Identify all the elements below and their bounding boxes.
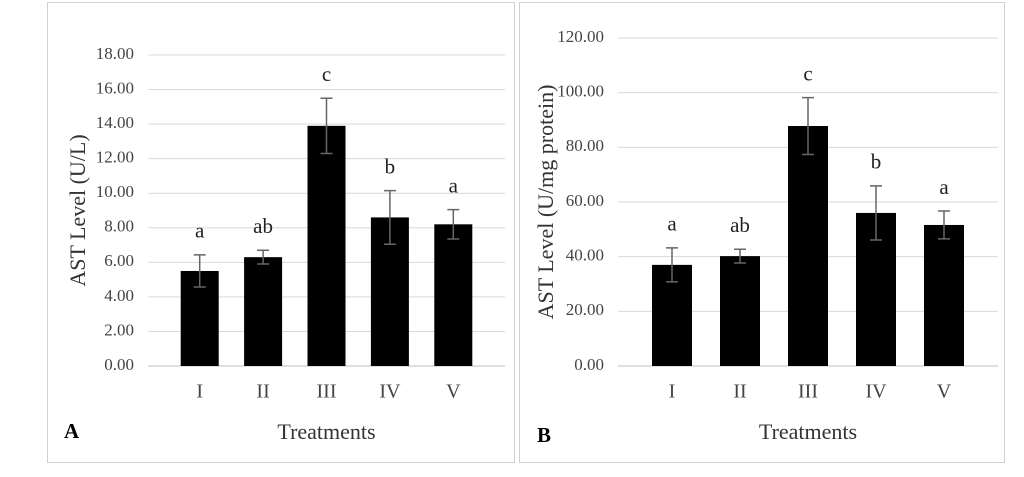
y-tick-label: 14.00 (96, 113, 134, 132)
y-tick-label: 0.00 (574, 355, 604, 374)
y-tick-label: 60.00 (566, 191, 604, 210)
significance-letter: ab (730, 213, 750, 237)
significance-letter: c (322, 62, 331, 86)
bar (788, 126, 828, 366)
significance-letter: a (195, 219, 205, 243)
y-tick-label: 12.00 (96, 148, 134, 167)
y-tick-label: 0.00 (104, 355, 134, 374)
y-tick-label: 16.00 (96, 78, 134, 97)
error-bar (802, 96, 814, 156)
significance-letter: a (939, 175, 949, 199)
y-tick-label: 2.00 (104, 320, 134, 339)
x-tick-label: II (733, 381, 746, 403)
error-bar (383, 189, 396, 245)
y-tick-label: 120.00 (557, 27, 604, 46)
error-bar (734, 248, 746, 264)
error-bar (257, 249, 270, 265)
y-tick-label: 8.00 (104, 217, 134, 236)
error-bar (447, 208, 460, 240)
x-tick-label: V (446, 381, 461, 403)
y-tick-label: 18.00 (96, 44, 134, 63)
significance-letter: b (385, 154, 396, 178)
panel-frame (47, 2, 515, 463)
panel-label: A (64, 419, 80, 443)
x-tick-label: III (317, 381, 337, 403)
panel-label: B (537, 423, 551, 447)
x-tick-label: V (937, 381, 952, 403)
x-tick-label: IV (865, 381, 887, 403)
y-tick-label: 100.00 (557, 82, 604, 101)
y-tick-label: 80.00 (566, 136, 604, 155)
significance-letter: ab (253, 214, 273, 238)
bar (720, 256, 760, 366)
x-axis-label: Treatments (277, 419, 375, 444)
error-bar (320, 97, 333, 155)
bar (924, 224, 964, 366)
significance-letter: b (871, 150, 882, 174)
x-tick-label: I (196, 381, 203, 403)
error-bar (870, 185, 882, 241)
bar (434, 224, 473, 366)
y-axis-label: AST Level (U/L) (65, 134, 90, 286)
significance-letter: a (667, 212, 677, 236)
significance-letter: a (449, 173, 459, 197)
x-axis-label: Treatments (759, 419, 857, 444)
x-tick-label: III (798, 381, 818, 403)
error-bar (666, 247, 678, 283)
significance-letter: c (803, 61, 812, 85)
panel-frame (519, 2, 1005, 463)
x-tick-label: II (256, 381, 269, 403)
y-axis-label: AST Level (U/mg protein) (533, 85, 558, 320)
y-tick-label: 20.00 (566, 300, 604, 319)
error-bar (193, 254, 206, 288)
bar (307, 125, 346, 366)
x-tick-label: I (669, 381, 676, 403)
x-tick-label: IV (379, 381, 401, 403)
bar (244, 257, 283, 366)
y-tick-label: 40.00 (566, 246, 604, 265)
y-tick-label: 10.00 (96, 182, 134, 201)
error-bar (938, 210, 950, 240)
y-tick-label: 4.00 (104, 286, 134, 305)
y-tick-label: 6.00 (104, 251, 134, 270)
